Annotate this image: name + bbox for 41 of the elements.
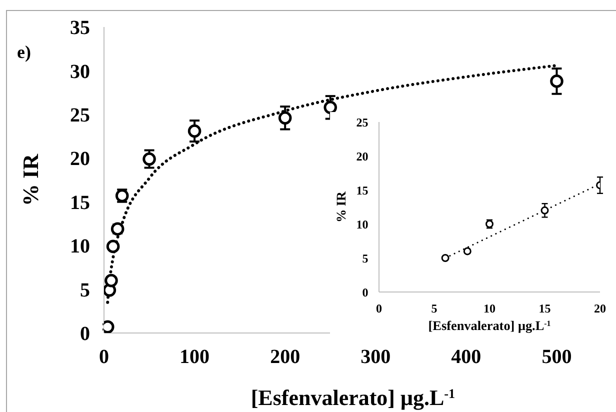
x-tick-label: 0: [99, 346, 109, 368]
y-tick-label: 15: [356, 183, 368, 198]
x-tick-label: 20: [594, 302, 606, 316]
point: [441, 254, 450, 262]
point: [550, 74, 564, 88]
point: [540, 206, 549, 214]
x-tick-label: 100: [180, 346, 210, 368]
x-tick-label: 400: [451, 346, 482, 368]
y-tick-label: 0: [362, 285, 368, 300]
x-axis-title: [Esfenvalerato] μg.L$^{-1}$: [428, 318, 551, 333]
y-tick-label: 20: [70, 148, 90, 170]
point: [104, 274, 118, 288]
y-tick-label: 25: [356, 115, 368, 130]
y-tick-label: 15: [70, 192, 90, 214]
x-tick-label: 15: [538, 302, 551, 316]
y-tick-label: 5: [80, 279, 90, 302]
x-tick-label: 5: [431, 302, 438, 316]
y-tick-label: 5: [362, 251, 368, 266]
y-tick-label: 25: [70, 104, 90, 127]
x-tick-label: 500: [542, 346, 572, 368]
y-tick-label: 10: [70, 236, 90, 258]
y-tick-label: 30: [70, 60, 90, 83]
line-series: [106, 64, 558, 304]
point: [463, 247, 472, 256]
y-tick-label: 10: [356, 217, 368, 232]
y-tick-label: 20: [356, 149, 368, 164]
y-tick-label: 35: [70, 17, 90, 40]
point: [278, 111, 292, 125]
x-tick-label: 300: [360, 346, 391, 368]
point: [106, 240, 120, 254]
point: [188, 124, 202, 138]
y-tick-label: 0: [80, 323, 90, 346]
point: [324, 100, 338, 114]
point: [142, 152, 156, 166]
text: e): [17, 42, 31, 63]
x-tick-label: 0: [376, 302, 382, 316]
y-axis-title: % IR: [18, 152, 43, 206]
x-tick-label: 10: [484, 302, 496, 316]
x-axis-title: [Esfenvalerato] μg.L$^{-1}$: [250, 385, 456, 410]
y-axis-title: % IR: [333, 190, 348, 223]
x-tick-label: 200: [270, 346, 300, 368]
